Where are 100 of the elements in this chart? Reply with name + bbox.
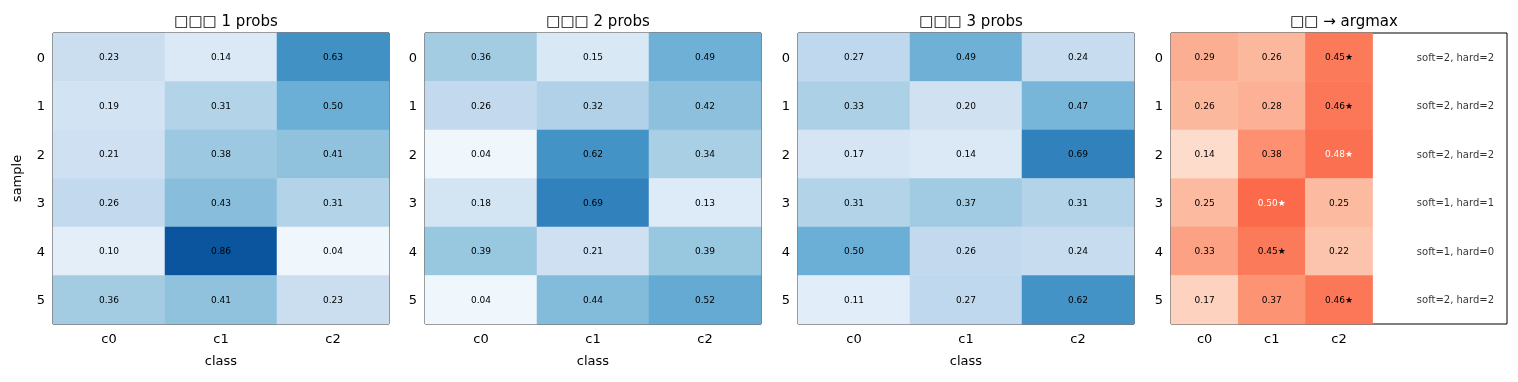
chart-title: □□ → argmax bbox=[1290, 11, 1398, 30]
data-label: 0.19 bbox=[98, 100, 120, 111]
x-tick-label: c0 bbox=[1196, 331, 1213, 346]
y-tick-label: 3 bbox=[408, 195, 417, 211]
data-label: 0.21 bbox=[582, 246, 604, 257]
data-label: 0.15 bbox=[582, 52, 604, 63]
x-tick-label: c2 bbox=[325, 331, 341, 346]
annotation: soft=2, hard=2 bbox=[1416, 51, 1494, 63]
x-tick-label: c2 bbox=[697, 331, 713, 346]
data-label: 0.46★ bbox=[1324, 100, 1354, 111]
data-label: 0.31 bbox=[210, 100, 232, 111]
chart-title: □□□ 1 probs bbox=[174, 11, 278, 30]
data-label: 0.34 bbox=[694, 149, 716, 160]
data-label: 0.47 bbox=[1067, 100, 1089, 111]
x-tick-label: c1 bbox=[958, 331, 974, 346]
data-label: 0.11 bbox=[843, 294, 865, 305]
data-label: 0.50★ bbox=[1257, 197, 1286, 208]
data-label: 0.38 bbox=[1261, 149, 1283, 160]
y-tick-label: 2 bbox=[781, 146, 790, 162]
data-label: 0.36 bbox=[98, 294, 120, 305]
x-tick-label: c1 bbox=[585, 331, 601, 346]
data-label: 0.46★ bbox=[1324, 294, 1354, 305]
data-label: 0.26 bbox=[1194, 100, 1215, 111]
annotation: soft=1, hard=1 bbox=[1416, 197, 1494, 209]
data-label: 0.69 bbox=[1067, 149, 1089, 160]
data-label: 0.41 bbox=[210, 294, 232, 305]
data-label: 0.52 bbox=[694, 294, 716, 305]
data-label: 0.14 bbox=[1194, 149, 1215, 160]
y-tick-label: 3 bbox=[781, 195, 790, 211]
annotation: soft=2, hard=2 bbox=[1416, 100, 1494, 112]
data-label: 0.63 bbox=[322, 52, 344, 63]
data-label: 0.45★ bbox=[1324, 52, 1354, 63]
data-label: 0.25 bbox=[1328, 197, 1350, 208]
y-tick-label: 2 bbox=[408, 146, 417, 162]
data-label: 0.69 bbox=[582, 197, 604, 208]
y-tick-label: 5 bbox=[36, 292, 45, 308]
data-label: 0.39 bbox=[694, 246, 716, 257]
y-tick-label: 2 bbox=[36, 146, 45, 162]
data-label: 0.22 bbox=[1328, 246, 1350, 257]
chart-title: □□□ 2 probs bbox=[546, 11, 650, 30]
data-label: 0.62 bbox=[582, 149, 604, 160]
data-label: 0.14 bbox=[955, 149, 977, 160]
y-tick-label: 4 bbox=[1154, 243, 1163, 259]
data-label: 0.24 bbox=[1067, 246, 1089, 257]
data-label: 0.41 bbox=[322, 149, 344, 160]
data-label: 0.45★ bbox=[1257, 246, 1286, 257]
data-label: 0.25 bbox=[1194, 197, 1215, 208]
y-tick-label: 0 bbox=[1154, 49, 1163, 65]
data-label: 0.50 bbox=[843, 246, 865, 257]
data-label: 0.29 bbox=[1194, 52, 1215, 63]
data-label: 0.38 bbox=[210, 149, 232, 160]
y-tick-label: 0 bbox=[36, 49, 45, 65]
y-tick-label: 1 bbox=[408, 98, 417, 114]
y-tick-label: 5 bbox=[408, 292, 417, 308]
y-tick-label: 4 bbox=[36, 243, 45, 259]
data-label: 0.26 bbox=[1261, 52, 1283, 63]
data-label: 0.50 bbox=[322, 100, 344, 111]
annotation: soft=1, hard=0 bbox=[1416, 245, 1494, 257]
y-tick-label: 4 bbox=[408, 243, 417, 259]
data-label: 0.86 bbox=[210, 246, 232, 257]
chart-title: □□□ 3 probs bbox=[919, 11, 1023, 30]
annotation: soft=2, hard=2 bbox=[1416, 148, 1494, 160]
data-label: 0.17 bbox=[1194, 294, 1215, 305]
y-tick-label: 0 bbox=[781, 49, 790, 65]
data-label: 0.18 bbox=[470, 197, 492, 208]
y-tick-label: 1 bbox=[781, 98, 790, 114]
data-label: 0.04 bbox=[470, 294, 492, 305]
data-label: 0.13 bbox=[694, 197, 716, 208]
data-label: 0.26 bbox=[470, 100, 492, 111]
data-label: 0.33 bbox=[1194, 246, 1215, 257]
data-label: 0.49 bbox=[955, 52, 977, 63]
data-label: 0.26 bbox=[955, 246, 977, 257]
data-label: 0.42 bbox=[694, 100, 716, 111]
data-label: 0.14 bbox=[210, 52, 232, 63]
data-label: 0.24 bbox=[1067, 52, 1089, 63]
data-label: 0.26 bbox=[98, 197, 120, 208]
y-tick-label: 5 bbox=[781, 292, 790, 308]
x-tick-label: c0 bbox=[846, 331, 862, 346]
y-tick-label: 0 bbox=[408, 49, 417, 65]
data-label: 0.27 bbox=[955, 294, 977, 305]
data-label: 0.33 bbox=[843, 100, 865, 111]
x-tick-label: c2 bbox=[1070, 331, 1086, 346]
data-label: 0.44 bbox=[582, 294, 604, 305]
y-tick-label: 4 bbox=[781, 243, 790, 259]
data-label: 0.04 bbox=[470, 149, 492, 160]
data-label: 0.48★ bbox=[1324, 149, 1354, 160]
y-tick-label: 2 bbox=[1154, 146, 1163, 162]
x-tick-label: c1 bbox=[1264, 331, 1280, 346]
data-label: 0.10 bbox=[98, 246, 120, 257]
data-label: 0.37 bbox=[1261, 294, 1282, 305]
data-label: 0.23 bbox=[322, 294, 344, 305]
data-label: 0.31 bbox=[843, 197, 865, 208]
data-label: 0.31 bbox=[1067, 197, 1089, 208]
x-tick-label: c0 bbox=[101, 331, 117, 346]
data-label: 0.37 bbox=[955, 197, 977, 208]
data-label: 0.17 bbox=[843, 149, 865, 160]
data-label: 0.62 bbox=[1067, 294, 1089, 305]
y-axis-title: sample bbox=[9, 154, 24, 203]
data-label: 0.39 bbox=[470, 246, 492, 257]
data-label: 0.04 bbox=[322, 246, 344, 257]
